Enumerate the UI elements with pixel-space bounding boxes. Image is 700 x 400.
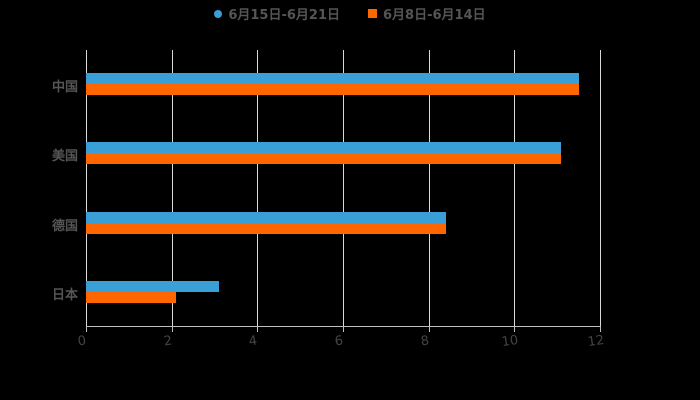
x-tick xyxy=(171,326,173,332)
legend-label: 6月8日-6月14日 xyxy=(383,8,486,23)
bar[interactable] xyxy=(86,142,562,153)
gridline xyxy=(86,50,87,326)
x-tick xyxy=(86,326,87,332)
gridline xyxy=(600,50,601,326)
bar[interactable] xyxy=(86,281,219,292)
chart-legend: 6月15日-6月21日 6月8日-6月14日 xyxy=(0,4,700,23)
x-tick-label: 12 xyxy=(586,332,606,351)
x-tick xyxy=(428,326,430,332)
x-tick-label: 8 xyxy=(419,333,430,350)
legend-item-week-jun8[interactable]: 6月8日-6月14日 xyxy=(368,4,486,23)
bar[interactable] xyxy=(86,84,579,95)
gridline xyxy=(171,50,173,326)
plot-area xyxy=(86,50,601,326)
category-label: 美国 xyxy=(51,149,78,164)
bar[interactable] xyxy=(86,292,176,303)
gridline xyxy=(257,50,259,326)
gridline xyxy=(428,50,430,326)
x-tick-label: 10 xyxy=(501,332,520,351)
legend-item-week-jun15[interactable]: 6月15日-6月21日 xyxy=(214,4,340,23)
x-tick-label: 4 xyxy=(248,333,259,350)
x-tick-label: 2 xyxy=(162,333,173,350)
gridline xyxy=(514,50,516,326)
bar[interactable] xyxy=(86,73,579,84)
category-label: 日本 xyxy=(51,288,78,303)
x-tick xyxy=(514,326,516,332)
bar[interactable] xyxy=(86,212,446,223)
category-label: 中国 xyxy=(51,80,78,95)
legend-circle-icon xyxy=(214,9,223,18)
x-tick xyxy=(600,326,601,332)
x-tick xyxy=(343,326,344,332)
legend-square-icon xyxy=(368,9,378,18)
bar[interactable] xyxy=(86,153,562,164)
gridline xyxy=(343,50,344,326)
x-tick-label: 6 xyxy=(333,333,345,350)
x-tick-label: 0 xyxy=(76,333,88,350)
category-label: 德国 xyxy=(51,219,78,234)
legend-label: 6月15日-6月21日 xyxy=(228,8,341,23)
bar[interactable] xyxy=(86,223,446,234)
x-tick xyxy=(257,326,259,332)
